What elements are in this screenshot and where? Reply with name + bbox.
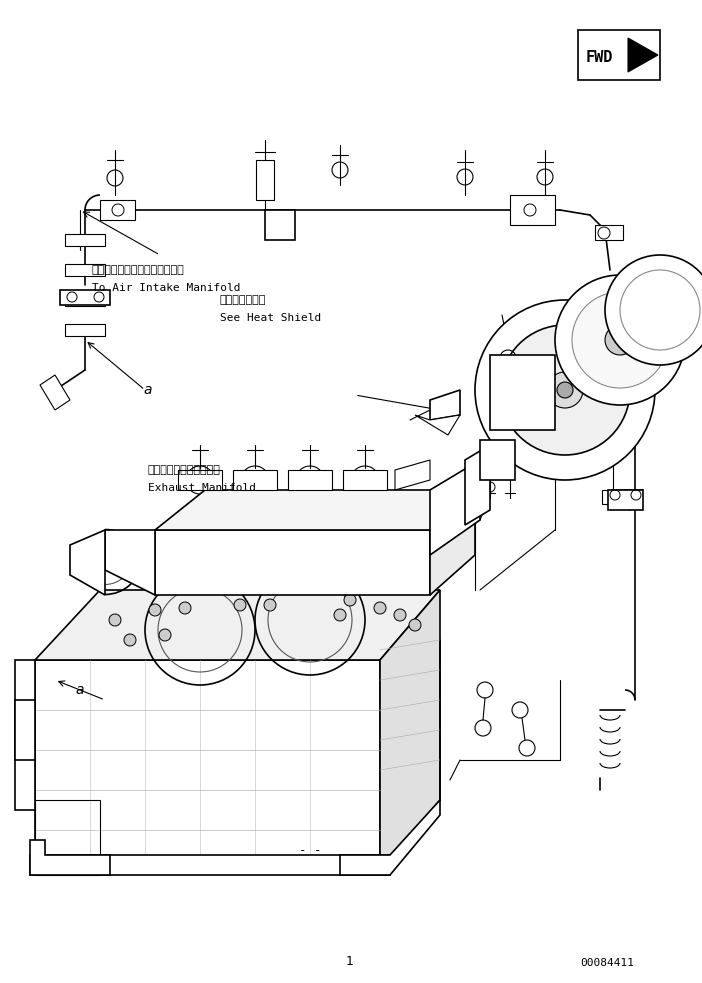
Bar bbox=[65, 324, 105, 336]
Circle shape bbox=[124, 634, 136, 646]
Circle shape bbox=[344, 594, 356, 606]
Circle shape bbox=[374, 602, 386, 614]
Polygon shape bbox=[395, 460, 430, 490]
Polygon shape bbox=[265, 210, 295, 240]
Polygon shape bbox=[100, 200, 135, 220]
Polygon shape bbox=[155, 490, 475, 530]
Polygon shape bbox=[70, 530, 105, 595]
Polygon shape bbox=[430, 460, 480, 555]
Circle shape bbox=[500, 325, 630, 455]
Text: エキゾーストマニホルド: エキゾーストマニホルド bbox=[148, 465, 221, 475]
Polygon shape bbox=[105, 530, 155, 595]
Circle shape bbox=[475, 300, 655, 480]
Polygon shape bbox=[233, 470, 277, 490]
Bar bbox=[578, 30, 660, 80]
Polygon shape bbox=[35, 590, 440, 660]
Circle shape bbox=[334, 609, 346, 621]
Polygon shape bbox=[30, 840, 110, 875]
Polygon shape bbox=[490, 355, 555, 430]
Text: - -: - - bbox=[299, 843, 322, 856]
Circle shape bbox=[547, 372, 583, 408]
Circle shape bbox=[605, 255, 702, 365]
Polygon shape bbox=[430, 390, 460, 420]
Polygon shape bbox=[340, 800, 440, 875]
Circle shape bbox=[394, 609, 406, 621]
Circle shape bbox=[264, 599, 276, 611]
Polygon shape bbox=[15, 660, 35, 810]
Bar bbox=[65, 264, 105, 276]
Text: 00084411: 00084411 bbox=[580, 958, 634, 968]
Polygon shape bbox=[178, 470, 222, 490]
Text: a: a bbox=[144, 383, 152, 397]
Text: See Heat Shield: See Heat Shield bbox=[220, 313, 322, 323]
Polygon shape bbox=[288, 470, 332, 490]
Bar bbox=[256, 160, 274, 200]
Circle shape bbox=[557, 382, 573, 398]
Polygon shape bbox=[15, 700, 35, 760]
Polygon shape bbox=[40, 375, 70, 410]
Circle shape bbox=[109, 614, 121, 626]
Text: ヒートシールド: ヒートシールド bbox=[220, 295, 266, 305]
Bar bbox=[608, 490, 643, 510]
Polygon shape bbox=[155, 530, 430, 595]
Text: 1: 1 bbox=[346, 955, 354, 968]
Text: Exhaust Manifold: Exhaust Manifold bbox=[148, 483, 256, 493]
Bar bbox=[65, 234, 105, 246]
Polygon shape bbox=[415, 415, 460, 435]
Polygon shape bbox=[30, 855, 390, 875]
Text: a: a bbox=[76, 683, 84, 697]
Polygon shape bbox=[430, 490, 475, 595]
Bar bbox=[595, 225, 623, 240]
Circle shape bbox=[605, 325, 635, 355]
Circle shape bbox=[409, 619, 421, 631]
Bar bbox=[65, 294, 105, 306]
Polygon shape bbox=[465, 445, 490, 525]
Circle shape bbox=[555, 275, 685, 405]
Bar bbox=[60, 290, 110, 305]
Circle shape bbox=[234, 599, 246, 611]
Polygon shape bbox=[628, 38, 658, 72]
Circle shape bbox=[149, 604, 161, 616]
Polygon shape bbox=[35, 660, 380, 870]
Bar bbox=[602, 490, 624, 504]
Circle shape bbox=[572, 292, 668, 388]
Polygon shape bbox=[380, 590, 440, 870]
Text: To Air Intake Manifold: To Air Intake Manifold bbox=[92, 283, 241, 293]
Bar bbox=[612, 490, 642, 508]
Circle shape bbox=[179, 602, 191, 614]
Circle shape bbox=[159, 629, 171, 641]
Polygon shape bbox=[343, 470, 387, 490]
Polygon shape bbox=[510, 195, 555, 225]
Text: エアーインテークマニホルドヘ: エアーインテークマニホルドヘ bbox=[92, 265, 185, 275]
Text: FWD: FWD bbox=[586, 50, 614, 65]
Polygon shape bbox=[480, 440, 515, 480]
